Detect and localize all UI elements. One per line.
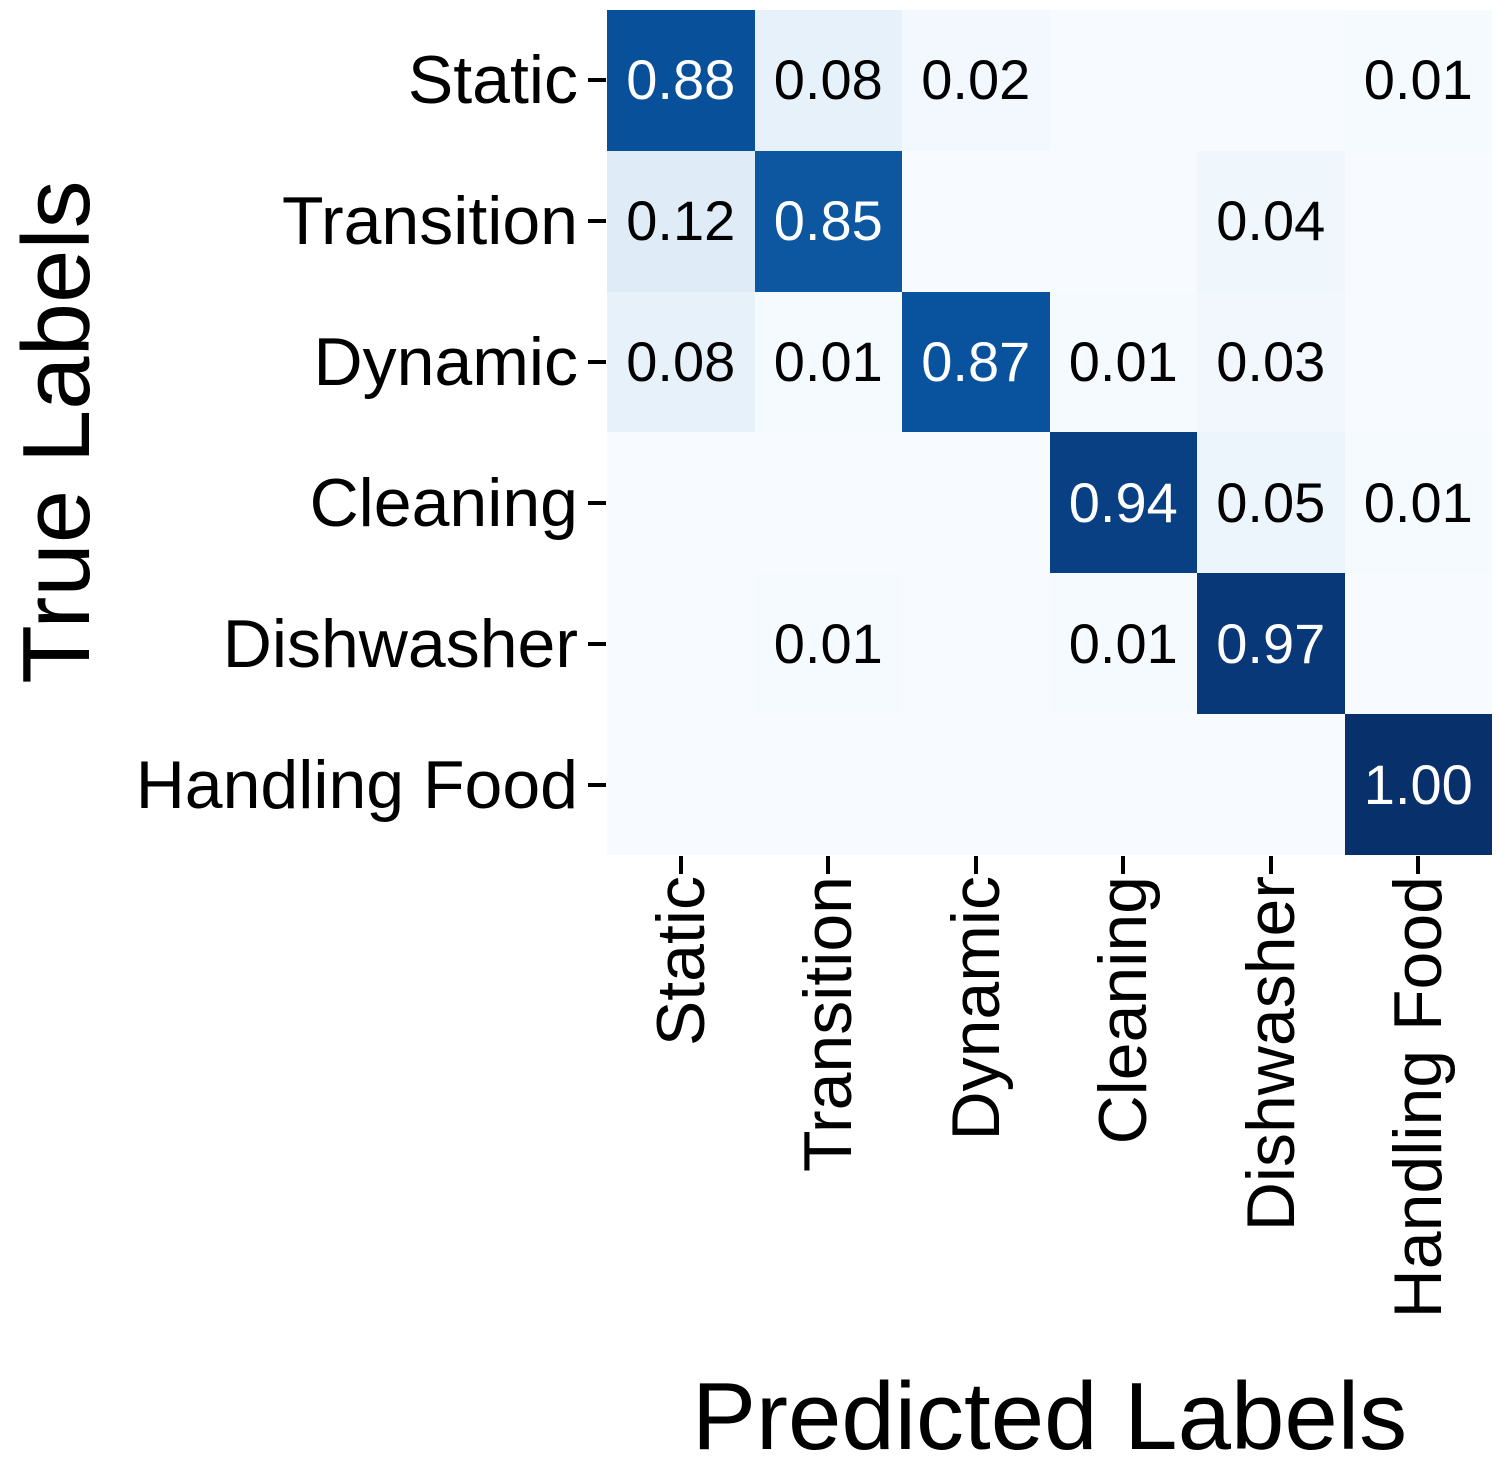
x-tick-mark: [826, 856, 831, 874]
matrix-cell-static-transition: 0.08: [754, 10, 902, 151]
matrix-cell-transition-static: 0.12: [607, 150, 755, 292]
matrix-cell-dishwasher-transition: 0.01: [754, 573, 902, 715]
y-tick-mark: [588, 78, 606, 83]
matrix-cell-transition-transition: 0.85: [754, 150, 902, 292]
matrix-cell-transition-handling-food: [1344, 150, 1492, 292]
matrix-cell-handling-food-dynamic: [902, 714, 1050, 855]
y-axis-title: True Labels: [3, 180, 110, 684]
y-tick-mark: [588, 500, 606, 505]
y-tick-mark: [588, 219, 606, 224]
y-tick-mark: [588, 360, 606, 365]
matrix-cell-handling-food-transition: [754, 714, 902, 855]
matrix-cell-dynamic-static: 0.08: [607, 291, 755, 433]
x-tick-mark: [1121, 856, 1126, 874]
matrix-cell-static-cleaning: [1049, 10, 1197, 151]
x-tick-mark: [1268, 856, 1273, 874]
y-tick-label-static: Static: [407, 42, 578, 119]
y-tick-label-cleaning: Cleaning: [309, 464, 578, 541]
matrix-cell-static-dishwasher: [1197, 10, 1345, 151]
matrix-cell-cleaning-cleaning: 0.94: [1049, 432, 1197, 574]
matrix-cell-dishwasher-dynamic: [902, 573, 1050, 715]
matrix-cell-handling-food-handling-food: 1.00: [1344, 714, 1492, 855]
matrix-cell-transition-dynamic: [902, 150, 1050, 292]
matrix-cell-dynamic-dishwasher: 0.03: [1197, 291, 1345, 433]
matrix-cell-dynamic-handling-food: [1344, 291, 1492, 433]
x-tick-mark: [1416, 856, 1421, 874]
matrix-cell-dishwasher-handling-food: [1344, 573, 1492, 715]
matrix-cell-cleaning-handling-food: 0.01: [1344, 432, 1492, 574]
y-tick-mark: [588, 641, 606, 646]
matrix-cell-dishwasher-dishwasher: 0.97: [1197, 573, 1345, 715]
x-tick-mark: [678, 856, 683, 874]
matrix-cell-cleaning-transition: [754, 432, 902, 574]
y-tick-label-transition: Transition: [281, 183, 578, 260]
y-tick-label-handling-food: Handling Food: [135, 746, 578, 823]
matrix-cell-dishwasher-cleaning: 0.01: [1049, 573, 1197, 715]
matrix-cell-cleaning-static: [607, 432, 755, 574]
y-tick-label-dishwasher: Dishwasher: [222, 605, 578, 682]
matrix-cell-static-static: 0.88: [607, 10, 755, 151]
matrix-cell-cleaning-dishwasher: 0.05: [1197, 432, 1345, 574]
matrix-cell-handling-food-static: [607, 714, 755, 855]
y-tick-label-dynamic: Dynamic: [313, 324, 579, 401]
matrix-cell-transition-cleaning: [1049, 150, 1197, 292]
x-tick-mark: [973, 856, 978, 874]
heatmap-grid: 0.88 0.08 0.02 0.01 0.12 0.85 0.04 0.08 0.01 0.87…: [607, 10, 1492, 855]
matrix-cell-handling-food-dishwasher: [1197, 714, 1345, 855]
matrix-cell-static-dynamic: 0.02: [902, 10, 1050, 151]
matrix-cell-dishwasher-static: [607, 573, 755, 715]
matrix-cell-dynamic-cleaning: 0.01: [1049, 291, 1197, 433]
matrix-cell-cleaning-dynamic: [902, 432, 1050, 574]
matrix-cell-dynamic-dynamic: 0.87: [902, 291, 1050, 433]
matrix-cell-static-handling-food: 0.01: [1344, 10, 1492, 151]
matrix-cell-transition-dishwasher: 0.04: [1197, 150, 1345, 292]
matrix-cell-dynamic-transition: 0.01: [754, 291, 902, 433]
matrix-cell-handling-food-cleaning: [1049, 714, 1197, 855]
x-axis-title: Predicted Labels: [691, 1363, 1408, 1470]
y-tick-mark: [588, 782, 606, 787]
